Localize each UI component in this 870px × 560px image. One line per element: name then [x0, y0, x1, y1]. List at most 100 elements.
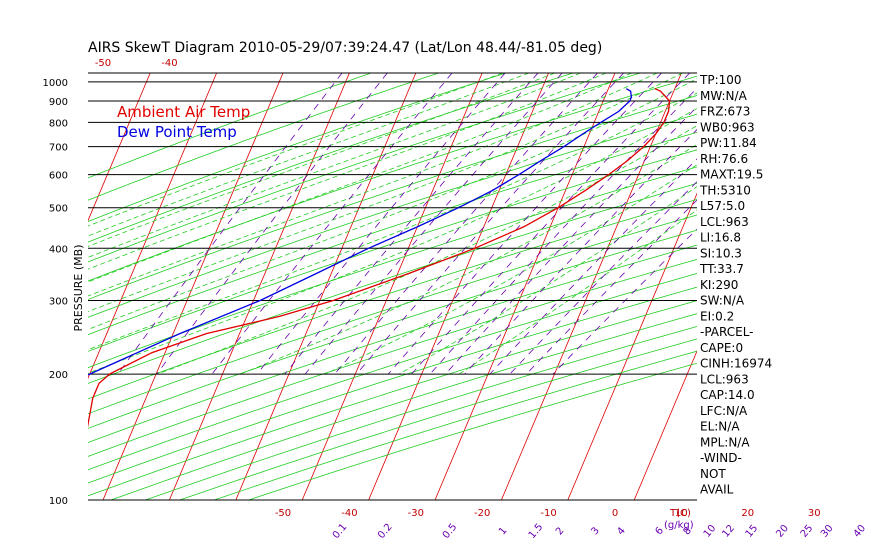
mixing-ratio-line — [509, 181, 697, 375]
dry-adiabat-line — [88, 182, 697, 384]
stat-line: MPL:N/A — [700, 435, 750, 449]
mixing-ratio-label: 15 — [744, 523, 761, 540]
stat-line: AVAIL — [700, 483, 734, 497]
mixing-ratio-label: 0.2 — [376, 522, 395, 541]
moist-adiabat-line — [398, 186, 697, 375]
stat-line: TP:100 — [699, 73, 742, 87]
pressure-tick-label: 400 — [49, 244, 68, 255]
stat-line: FRZ:673 — [700, 105, 750, 119]
moist-adiabat-line — [88, 73, 503, 227]
dry-adiabat-line — [110, 313, 697, 500]
moist-adiabat-line — [157, 125, 697, 375]
pressure-tick-label: 500 — [49, 204, 68, 215]
dry-adiabat-line — [88, 300, 697, 497]
chart-title: AIRS SkewT Diagram 2010-05-29/07:39:24.4… — [88, 40, 602, 56]
isotherm-line — [567, 192, 697, 500]
mixing-ratio-label: 20 — [774, 523, 791, 540]
temp-unit-label: T(C) — [669, 508, 691, 519]
moist-adiabat-line — [239, 143, 697, 375]
mixing-ratio-label: 40 — [852, 523, 869, 540]
mixing-ratio-label: 6 — [653, 525, 666, 537]
mixing-ratio-line — [429, 87, 697, 375]
stat-line: -PARCEL- — [700, 325, 754, 339]
mixing-ratio-label: 30 — [819, 523, 836, 540]
pressure-tick-label: 100 — [49, 496, 68, 507]
mixing-ratio-label: 2 — [554, 525, 567, 537]
mixing-ratio-label: 25 — [799, 523, 816, 540]
mixing-ratio-label: 3 — [589, 525, 602, 537]
pressure-tick-label: 300 — [49, 296, 68, 307]
dry-adiabat-line — [88, 214, 697, 415]
moist-adiabat-line — [88, 73, 555, 247]
temp-tick-bottom: 10 — [675, 508, 688, 519]
dry-adiabat-line — [88, 259, 697, 457]
mixing-ratio-line — [117, 73, 343, 375]
isotherm-line — [833, 73, 870, 500]
background-lines — [0, 73, 870, 500]
temp-tick-top: -50 — [95, 58, 111, 69]
isotherm-line — [102, 73, 284, 500]
stat-line: RH:76.6 — [700, 152, 748, 166]
dry-adiabat-line — [88, 95, 697, 300]
stat-line: LI:16.8 — [700, 231, 741, 245]
dry-adiabat-line — [145, 326, 697, 500]
mixing-ratio-line — [445, 106, 697, 375]
moist-adiabat-line — [88, 73, 607, 270]
moist-adiabat-line — [88, 73, 658, 297]
temp-tick-bottom: -50 — [275, 508, 291, 519]
stat-line: MW:N/A — [700, 89, 748, 103]
mixing-ratio-line — [256, 73, 506, 375]
y-axis-label: PRESSURE (MB) — [72, 245, 85, 332]
stat-line: MAXT:19.5 — [700, 168, 763, 182]
isotherm-line — [434, 73, 616, 500]
temp-tick-bottom: -20 — [474, 508, 490, 519]
dry-adiabat-line — [88, 75, 697, 282]
moist-adiabat-line — [324, 164, 697, 375]
stat-line: LFC:N/A — [700, 404, 748, 418]
stat-line: TH:5310 — [699, 183, 751, 197]
moist-adiabat-line — [88, 73, 683, 313]
stat-line: LCL:963 — [700, 215, 749, 229]
moist-adiabat-line — [88, 73, 632, 283]
dew-point-line — [88, 88, 633, 376]
mixing-ratio-label: 1.5 — [527, 522, 546, 541]
stat-line: CINH:16974 — [700, 357, 772, 371]
isotherm-line — [0, 73, 17, 500]
stat-line: SW:N/A — [700, 294, 745, 308]
isotherm-line — [501, 73, 682, 500]
temp-tick-bottom: -40 — [341, 508, 357, 519]
stat-line: L57:5.0 — [700, 199, 745, 213]
legend-ambient-temp: Ambient Air Temp — [117, 103, 250, 121]
mixing-ratio-line — [284, 73, 539, 375]
legend-dew-point: Dew Point Temp — [117, 123, 237, 141]
stat-line: WB0:963 — [700, 120, 755, 134]
stat-line: CAP:14.0 — [700, 388, 755, 402]
mixing-ratio-line — [156, 73, 388, 375]
moist-adiabat-line — [458, 209, 697, 375]
temp-tick-bottom: -30 — [408, 508, 424, 519]
pressure-tick-label: 900 — [49, 97, 68, 108]
mixing-ratio-line — [489, 158, 697, 375]
dry-adiabat-line — [88, 166, 697, 369]
stat-line: -WIND- — [700, 451, 742, 465]
mixing-ratio-line — [526, 199, 697, 375]
mixing-ratio-label: 0.5 — [441, 522, 460, 541]
isotherm-line — [633, 349, 697, 500]
isotherm-line — [169, 73, 350, 500]
pressure-tick-label: 600 — [49, 171, 68, 182]
dry-adiabat-line — [88, 131, 697, 336]
moist-adiabat-line — [88, 78, 697, 330]
temp-tick-bottom: -10 — [540, 508, 556, 519]
ambient-temp-line — [88, 88, 671, 428]
moist-adiabat-line — [88, 73, 581, 258]
mixing-ratio-label: 1 — [497, 525, 510, 537]
isobar-lines — [88, 72, 697, 501]
dry-adiabat-line — [88, 286, 697, 484]
mixing-ratio-line — [211, 73, 453, 375]
isotherm-line — [88, 73, 151, 222]
mixing-ratio-unit-label: (g/kg) — [664, 520, 694, 531]
stat-line: LCL:963 — [700, 372, 749, 386]
dry-adiabat-line — [88, 73, 641, 263]
